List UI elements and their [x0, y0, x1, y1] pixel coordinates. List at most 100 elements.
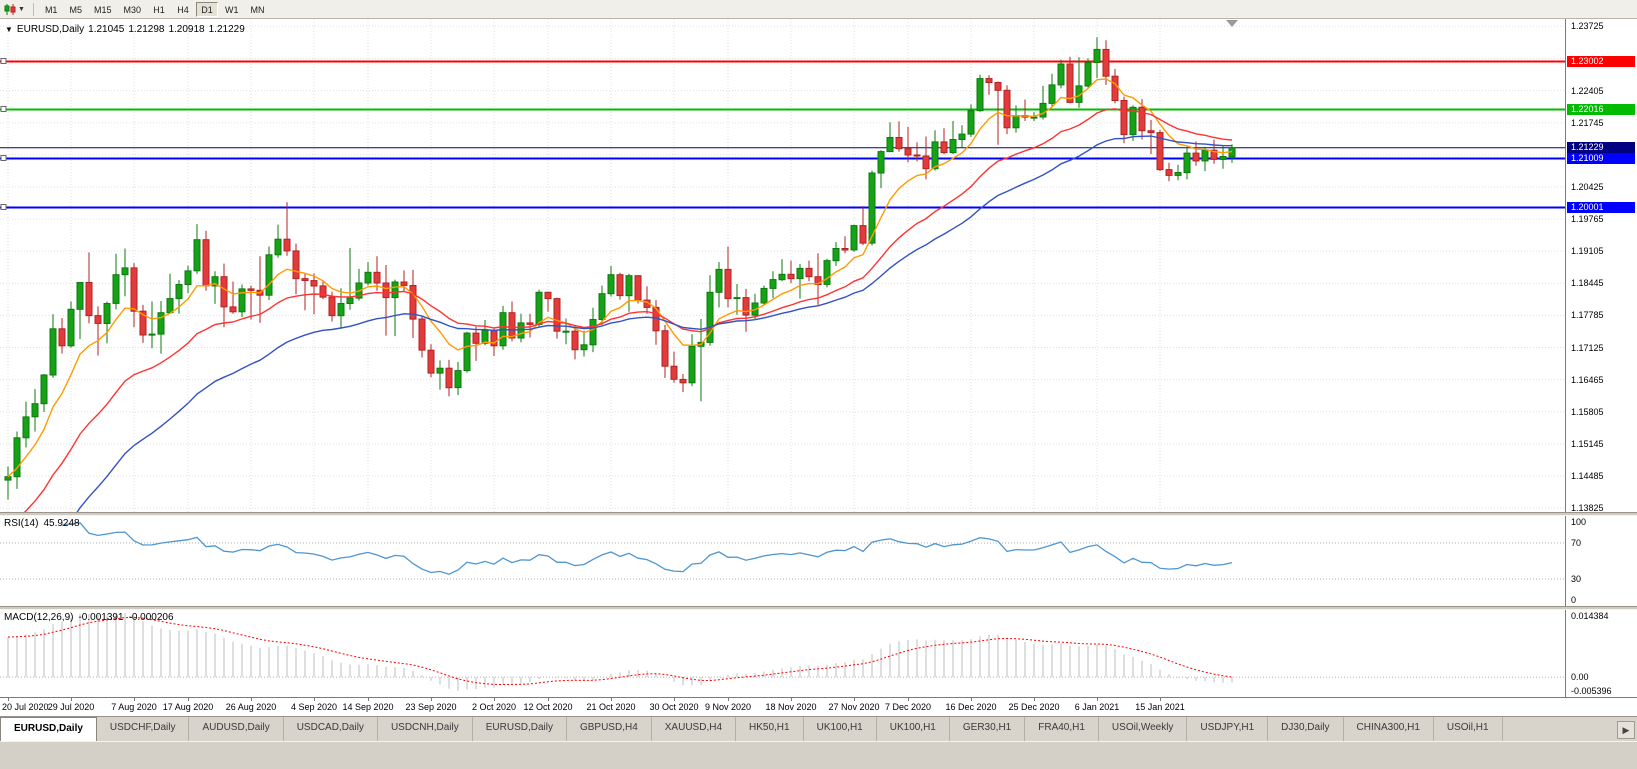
- chart-tab-0[interactable]: EURUSD,Daily: [0, 717, 97, 741]
- open-value: 1.21045: [88, 24, 125, 35]
- price-axis-label: 30: [1571, 574, 1582, 584]
- chart-tab-17[interactable]: USOil,H1: [1434, 717, 1503, 741]
- timeframe-button-H4[interactable]: H4: [177, 4, 189, 15]
- price-tag[interactable]: 1.22016: [1567, 103, 1635, 115]
- timeframe-button-H1[interactable]: H1: [153, 4, 165, 15]
- rsi-line: [61, 522, 1233, 575]
- macd-indicator-label: MACD(12,26,9) -0.001391 -0.000206: [4, 612, 179, 623]
- chart-tabs-bar: EURUSD,Daily USDCHF,Daily AUDUSD,Daily USDC…: [0, 716, 1637, 741]
- time-axis-label: 21 Oct 2020: [586, 702, 636, 712]
- chart-tab-10[interactable]: UK100,H1: [877, 717, 950, 741]
- time-axis-label: 2 Oct 2020: [471, 702, 517, 712]
- timeframe-button-D1[interactable]: D1: [196, 1, 218, 17]
- symbol-dropdown-icon[interactable]: ▼: [5, 25, 13, 34]
- rsi-panel-canvas[interactable]: [0, 516, 1565, 606]
- chart-tab-6[interactable]: GBPUSD,H4: [567, 717, 652, 741]
- time-axis-label: 6 Jan 2021: [1074, 702, 1120, 712]
- symbol-period-label: EURUSD,Daily: [16, 24, 85, 35]
- price-tag[interactable]: 1.23002: [1567, 55, 1635, 67]
- time-axis-tick: [674, 698, 675, 701]
- chart-tab-3[interactable]: USDCAD,Daily: [284, 717, 378, 741]
- line-handle[interactable]: [0, 106, 7, 112]
- price-axis-label: 0: [1571, 595, 1577, 605]
- price-axis-label: 0.014384: [1571, 611, 1609, 621]
- price-tag[interactable]: 1.21009: [1567, 152, 1635, 164]
- rsi-value: 45.9248: [43, 518, 80, 529]
- time-axis-label: 7 Aug 2020: [111, 702, 157, 712]
- line-handle[interactable]: [0, 58, 7, 64]
- time-axis[interactable]: 20 Jul 2020 29 Jul 2020 7 Aug 2020 17 Aug 2…: [0, 697, 1637, 716]
- price-axis-label: 1.15805: [1571, 406, 1604, 417]
- time-axis-tick: [251, 698, 252, 701]
- price-axis-label: 1.18445: [1571, 278, 1604, 289]
- time-axis-label: 4 Sep 2020: [290, 702, 338, 712]
- chart-tab-1[interactable]: USDCHF,Daily: [97, 717, 190, 741]
- time-axis-tick: [314, 698, 315, 701]
- time-axis-tick: [971, 698, 972, 701]
- rsi-name: RSI(14): [4, 518, 39, 529]
- macd-histogram: [7, 613, 1233, 691]
- timeframe-button-M30[interactable]: M30: [123, 4, 141, 15]
- chart-tab-16[interactable]: CHINA300,H1: [1344, 717, 1434, 741]
- chart-tab-4[interactable]: USDCNH,Daily: [378, 717, 473, 741]
- price-axis-label: 1.20425: [1571, 181, 1604, 192]
- timeframe-button-W1[interactable]: W1: [225, 4, 239, 15]
- chart-type-icon[interactable]: [4, 3, 17, 16]
- panel-splitter[interactable]: [0, 606, 1637, 610]
- chart-tab-9[interactable]: UK100,H1: [804, 717, 877, 741]
- time-axis-label: 16 Dec 2020: [945, 702, 997, 712]
- candles: [4, 37, 1236, 500]
- time-axis-tick: [728, 698, 729, 701]
- timeframe-button-M1[interactable]: M1: [44, 4, 58, 15]
- price-tag[interactable]: 1.21229: [1567, 141, 1635, 153]
- chart-tab-14[interactable]: USDJPY,H1: [1187, 717, 1269, 741]
- price-axis-label: 1.17125: [1571, 342, 1604, 353]
- line-handle[interactable]: [0, 155, 7, 161]
- time-axis-tick: [431, 698, 432, 701]
- time-axis-tick: [71, 698, 72, 701]
- time-axis-label: 29 Jul 2020: [47, 702, 95, 712]
- toolbar: ▼ M1 M5 M15 M30 H1 H4 D1 W1 MN: [0, 0, 1637, 19]
- time-axis-label: 14 Sep 2020: [342, 702, 394, 712]
- timeframe-button-M15[interactable]: M15: [93, 4, 112, 15]
- price-axis-label: 1.15145: [1571, 438, 1604, 449]
- chart-tab-5[interactable]: EURUSD,Daily: [473, 717, 567, 741]
- macd-panel-canvas[interactable]: [0, 610, 1565, 697]
- chart-tab-15[interactable]: DJ30,Daily: [1268, 717, 1344, 741]
- time-axis-tick: [1034, 698, 1035, 701]
- macd-signal-line: [7, 616, 1233, 686]
- timeframe-buttons: M1 M5 M15 M30 H1 H4 D1 W1 MN: [39, 1, 271, 17]
- horizontal-lines: [0, 58, 1565, 210]
- price-axis-label: 0.00: [1571, 672, 1589, 683]
- chart-tab-7[interactable]: XAUUSD,H4: [652, 717, 737, 741]
- time-axis-label: 12 Oct 2020: [523, 702, 573, 712]
- chart-shift-marker-icon[interactable]: [1226, 20, 1238, 27]
- timeframe-button-MN[interactable]: MN: [250, 4, 265, 15]
- moving-average-slow: [76, 135, 1233, 512]
- time-axis-label: 20 Jul 2020: [2, 702, 49, 712]
- chart-tab-13[interactable]: USOil,Weekly: [1099, 717, 1188, 741]
- price-axis-label: 1.19765: [1571, 214, 1604, 224]
- status-bar: [0, 741, 1637, 769]
- panel-splitter[interactable]: [0, 512, 1637, 516]
- chart-tabs: EURUSD,Daily USDCHF,Daily AUDUSD,Daily USDC…: [0, 717, 1637, 741]
- chart-tab-8[interactable]: HK50,H1: [736, 717, 804, 741]
- main-chart-canvas[interactable]: [0, 19, 1565, 512]
- chart-tab-11[interactable]: GER30,H1: [950, 717, 1026, 741]
- chart-tab-2[interactable]: AUDUSD,Daily: [189, 717, 284, 741]
- price-axis-label: 1.23725: [1571, 21, 1604, 32]
- time-axis-tick: [854, 698, 855, 701]
- chart-tab-12[interactable]: FRA40,H1: [1025, 717, 1099, 741]
- price-tag[interactable]: 1.20001: [1567, 201, 1635, 213]
- moving-average-fast: [7, 78, 1233, 478]
- time-axis-label: 15 Jan 2021: [1135, 702, 1185, 712]
- dropdown-caret-icon[interactable]: ▼: [18, 5, 25, 13]
- price-axis-label: -0.005396: [1571, 686, 1612, 696]
- time-axis-tick: [8, 698, 9, 701]
- line-handle[interactable]: [0, 204, 7, 210]
- tab-scroll-right-button[interactable]: ▶: [1617, 721, 1635, 739]
- time-axis-tick: [548, 698, 549, 701]
- price-axis[interactable]: 1.23725 1.22405 1.21745 1.20425 1.19765 1.191…: [1565, 19, 1637, 697]
- timeframe-button-M5[interactable]: M5: [69, 4, 82, 15]
